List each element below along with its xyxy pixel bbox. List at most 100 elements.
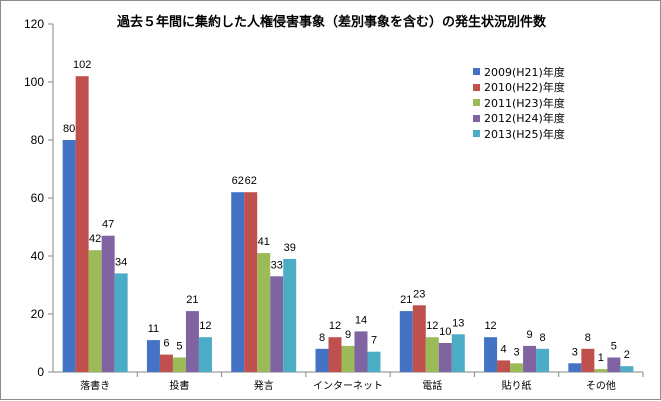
- chart-legend: 2009(H21)年度 2010(H22)年度 2011(H23)年度 2012(H2…: [473, 64, 565, 142]
- data-label: 3: [514, 346, 520, 358]
- data-label: 4: [501, 343, 507, 355]
- bar: [438, 343, 452, 372]
- data-label: 12: [484, 320, 496, 332]
- bar: [607, 357, 621, 372]
- data-label: 5: [611, 341, 617, 353]
- data-label: 8: [585, 332, 591, 344]
- legend-item: 2011(H23)年度: [473, 95, 565, 111]
- data-label: 10: [439, 326, 451, 338]
- legend-swatch: [473, 114, 480, 122]
- x-tick-label: 落書き: [80, 379, 110, 392]
- bar: [341, 345, 355, 372]
- bar: [159, 354, 173, 372]
- data-label: 6: [163, 338, 169, 350]
- bar: [594, 369, 608, 372]
- legend-item: 2009(H21)年度: [473, 64, 565, 80]
- x-tick-label: 電話: [422, 379, 442, 392]
- data-label: 102: [73, 59, 91, 71]
- data-label: 13: [452, 317, 464, 329]
- data-label: 23: [413, 288, 425, 300]
- legend-swatch: [473, 83, 480, 91]
- bar: [244, 192, 258, 372]
- x-tick-label: 貼り紙: [502, 379, 532, 392]
- data-label: 42: [89, 233, 101, 245]
- legend-label: 2012(H24)年度: [484, 112, 565, 126]
- y-tick-label: 100: [24, 75, 44, 89]
- bar: [451, 334, 465, 372]
- data-label: 5: [176, 341, 182, 353]
- data-label: 12: [199, 320, 211, 332]
- data-label: 8: [540, 332, 546, 344]
- bar: [198, 337, 212, 372]
- legend-label: 2013(H25)年度: [484, 127, 565, 141]
- bar: [185, 311, 199, 372]
- bar: [568, 363, 582, 372]
- y-tick-label: 20: [31, 307, 45, 321]
- legend-swatch: [473, 99, 480, 107]
- y-tick-label: 0: [37, 365, 44, 379]
- bar: [412, 305, 426, 372]
- legend-label: 2009(H21)年度: [484, 65, 565, 79]
- bar: [101, 235, 115, 372]
- data-label: 9: [527, 329, 533, 341]
- data-label: 3: [572, 346, 578, 358]
- data-label: 41: [258, 236, 270, 248]
- chart-title: 過去５年間に集約した人権侵害事象（差別事象を含む）の発生状況別件数: [116, 15, 546, 30]
- data-label: 12: [426, 320, 438, 332]
- data-label: 21: [400, 294, 412, 306]
- x-tick-label: その他: [586, 379, 616, 392]
- data-label: 62: [245, 175, 257, 187]
- data-label: 21: [186, 294, 198, 306]
- data-label: 1: [598, 352, 604, 364]
- legend-swatch: [473, 68, 480, 76]
- data-label: 7: [371, 335, 377, 347]
- bar: [425, 337, 439, 372]
- bar: [172, 357, 186, 372]
- bar: [146, 340, 160, 372]
- legend-item: 2010(H22)年度: [473, 80, 565, 96]
- data-label: 9: [345, 329, 351, 341]
- bar: [328, 337, 342, 372]
- legend-label: 2011(H23)年度: [484, 96, 565, 110]
- data-label: 33: [271, 259, 283, 271]
- data-label: 12: [329, 320, 341, 332]
- bar: [581, 348, 595, 372]
- data-label: 8: [319, 332, 325, 344]
- x-tick-label: インターネット: [313, 380, 383, 392]
- bar: [315, 348, 329, 372]
- data-label: 47: [102, 219, 114, 231]
- bar: [88, 250, 102, 372]
- data-label: 34: [115, 256, 127, 268]
- bar: [497, 360, 511, 372]
- bar: [523, 345, 537, 372]
- y-tick-label: 60: [31, 191, 45, 205]
- bar: [270, 276, 284, 372]
- legend-label: 2010(H22)年度: [484, 81, 565, 95]
- data-label: 39: [284, 242, 296, 254]
- data-label: 14: [355, 314, 367, 326]
- bar: [354, 331, 368, 372]
- bar: [62, 140, 76, 372]
- bar: [399, 311, 413, 372]
- y-tick-label: 120: [24, 17, 44, 31]
- bar: [257, 253, 271, 372]
- bar: [484, 337, 498, 372]
- legend-swatch: [473, 130, 480, 138]
- bar: [367, 351, 381, 372]
- data-label: 11: [148, 323, 159, 335]
- x-tick-label: 投書: [169, 379, 189, 392]
- bar: [510, 363, 524, 372]
- y-tick-label: 40: [31, 249, 45, 263]
- bar: [75, 76, 89, 372]
- legend-item: 2013(H25)年度: [473, 126, 565, 142]
- data-label: 80: [63, 123, 75, 135]
- bar: [231, 192, 245, 372]
- bar: [536, 348, 550, 372]
- y-tick-label: 80: [31, 133, 45, 147]
- legend-item: 2012(H24)年度: [473, 111, 565, 127]
- data-label: 2: [624, 349, 630, 361]
- bar: [283, 258, 297, 372]
- bar: [114, 273, 128, 372]
